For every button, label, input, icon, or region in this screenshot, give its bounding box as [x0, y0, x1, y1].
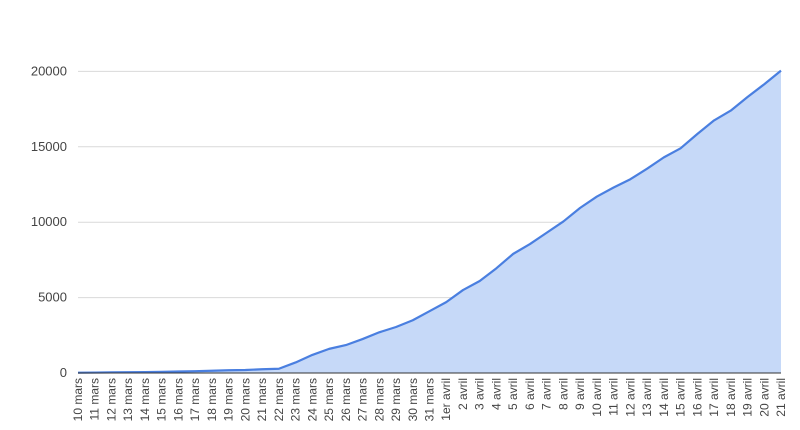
- x-tick-label: 20 avril: [757, 378, 771, 417]
- x-tick-label: 16 avril: [690, 378, 704, 417]
- x-tick-label: 29 mars: [389, 378, 403, 421]
- x-tick-label: 24 mars: [305, 378, 319, 421]
- x-tick-label: 22 mars: [272, 378, 286, 421]
- x-tick-label: 6 avril: [523, 378, 537, 410]
- x-tick-label: 19 avril: [741, 378, 755, 417]
- x-tick-label: 12 mars: [104, 378, 118, 421]
- x-tick-label: 16 mars: [171, 378, 185, 421]
- x-tick-label: 10 avril: [590, 378, 604, 417]
- x-tick-label: 3 avril: [473, 378, 487, 410]
- y-tick-label: 10000: [31, 214, 67, 229]
- x-tick-label: 28 mars: [372, 378, 386, 421]
- x-tick-label: 15 avril: [674, 378, 688, 417]
- x-tick-label: 21 mars: [255, 378, 269, 421]
- y-tick-label: 25000: [31, 0, 67, 3]
- x-tick-label: 30 mars: [406, 378, 420, 421]
- x-tick-label: 1er avril: [439, 378, 453, 421]
- y-tick-label: 15000: [31, 139, 67, 154]
- x-tick-label: 4 avril: [489, 378, 503, 410]
- x-tick-label: 11 avril: [607, 378, 621, 416]
- x-tick-label: 5 avril: [506, 378, 520, 410]
- x-tick-label: 9 avril: [573, 378, 587, 410]
- y-tick-label: 0: [60, 365, 67, 380]
- x-tick-label: 31 mars: [423, 378, 437, 421]
- x-tick-label: 26 mars: [339, 378, 353, 421]
- area: [78, 70, 781, 374]
- x-tick-label: 13 avril: [640, 378, 654, 417]
- x-tick-label: 19 mars: [222, 378, 236, 421]
- x-tick-label: 17 mars: [188, 378, 202, 421]
- x-tick-label: 18 avril: [724, 378, 738, 417]
- x-tick-label: 14 mars: [138, 378, 152, 421]
- x-tick-label: 25 mars: [322, 378, 336, 421]
- y-tick-label: 5000: [38, 290, 67, 305]
- x-tick-label: 20 mars: [238, 378, 252, 421]
- x-tick-label: 13 mars: [121, 378, 135, 421]
- x-tick-label: 27 mars: [356, 378, 370, 421]
- x-tick-label: 11 mars: [88, 378, 102, 420]
- x-tick-label: 7 avril: [540, 378, 554, 410]
- y-tick-label: 20000: [31, 63, 67, 78]
- x-tick-label: 18 mars: [205, 378, 219, 421]
- x-tick-label: 10 mars: [71, 378, 85, 421]
- x-tick-label: 17 avril: [707, 378, 721, 417]
- x-tick-label: 2 avril: [456, 378, 470, 410]
- x-tick-label: 14 avril: [657, 378, 671, 417]
- line: [77, 69, 782, 374]
- x-tick-label: 21 avril: [774, 378, 788, 417]
- x-tick-label: 15 mars: [155, 378, 169, 421]
- x-tick-label: 12 avril: [623, 378, 637, 417]
- x-tick-label: 8 avril: [556, 378, 570, 410]
- x-tick-label: 23 mars: [289, 378, 303, 421]
